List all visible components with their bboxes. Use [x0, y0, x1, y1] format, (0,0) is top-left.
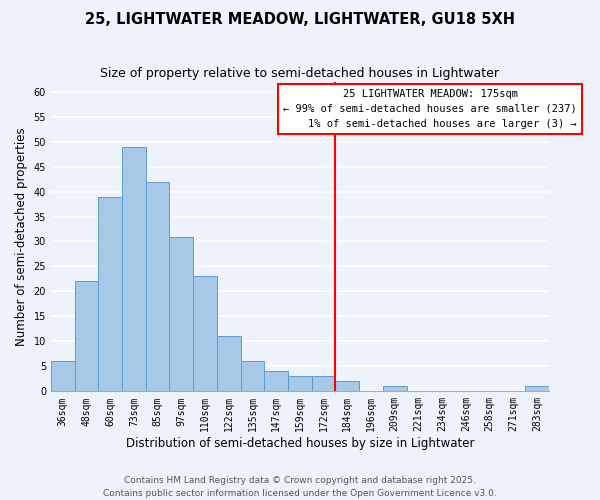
Text: 25 LIGHTWATER MEADOW: 175sqm
← 99% of semi-detached houses are smaller (237)
   : 25 LIGHTWATER MEADOW: 175sqm ← 99% of se… — [283, 89, 577, 129]
Bar — [146, 182, 169, 392]
Bar — [241, 362, 265, 392]
Bar — [312, 376, 335, 392]
Bar — [193, 276, 217, 392]
Bar — [383, 386, 407, 392]
Bar — [217, 336, 241, 392]
Title: Size of property relative to semi-detached houses in Lightwater: Size of property relative to semi-detach… — [100, 68, 499, 80]
Bar — [335, 382, 359, 392]
Bar — [288, 376, 312, 392]
Bar — [98, 196, 122, 392]
Bar — [265, 372, 288, 392]
Y-axis label: Number of semi-detached properties: Number of semi-detached properties — [15, 127, 28, 346]
Text: Contains HM Land Registry data © Crown copyright and database right 2025.
Contai: Contains HM Land Registry data © Crown c… — [103, 476, 497, 498]
Text: 25, LIGHTWATER MEADOW, LIGHTWATER, GU18 5XH: 25, LIGHTWATER MEADOW, LIGHTWATER, GU18 … — [85, 12, 515, 28]
Bar — [122, 146, 146, 392]
Bar — [74, 282, 98, 392]
X-axis label: Distribution of semi-detached houses by size in Lightwater: Distribution of semi-detached houses by … — [125, 437, 474, 450]
Bar — [51, 362, 74, 392]
Bar — [169, 236, 193, 392]
Bar — [525, 386, 549, 392]
